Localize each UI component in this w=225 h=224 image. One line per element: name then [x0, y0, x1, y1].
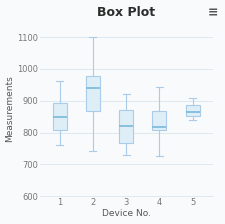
- Y-axis label: Measurements: Measurements: [6, 75, 15, 142]
- PathPatch shape: [153, 111, 166, 130]
- Title: Box Plot: Box Plot: [97, 6, 155, 19]
- Text: ≡: ≡: [208, 7, 218, 20]
- PathPatch shape: [53, 103, 67, 130]
- PathPatch shape: [86, 76, 100, 111]
- PathPatch shape: [119, 110, 133, 143]
- PathPatch shape: [186, 105, 200, 116]
- X-axis label: Device No.: Device No.: [102, 209, 151, 218]
